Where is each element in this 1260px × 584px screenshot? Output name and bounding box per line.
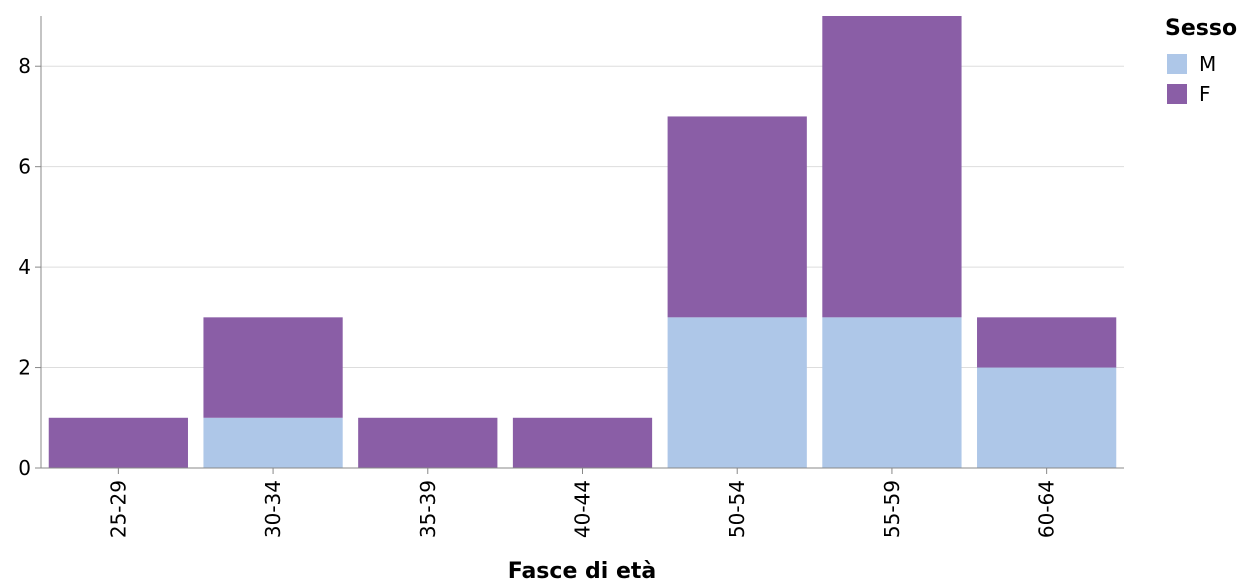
bar-segment-m bbox=[203, 417, 343, 468]
bar-segment-f bbox=[822, 16, 962, 318]
x-tick-label: 35-39 bbox=[416, 480, 440, 538]
x-axis-title: Fasce di età bbox=[508, 559, 657, 584]
x-tick-label: 60-64 bbox=[1035, 480, 1059, 538]
legend-swatch-f bbox=[1167, 84, 1187, 104]
y-tick-label: 4 bbox=[18, 255, 31, 279]
bar-segment-f bbox=[667, 116, 807, 318]
y-tick-label: 6 bbox=[18, 155, 31, 179]
bar-segment-f bbox=[358, 417, 498, 468]
bar-segment-m bbox=[977, 367, 1117, 468]
bar-segment-m bbox=[822, 317, 962, 468]
x-tick-label: 40-44 bbox=[571, 480, 595, 538]
x-tick-label: 55-59 bbox=[880, 480, 904, 538]
x-tick-label: 25-29 bbox=[106, 480, 130, 538]
x-tick-label: 50-54 bbox=[725, 480, 749, 538]
legend-title: Sesso bbox=[1165, 16, 1237, 41]
legend-swatch-m bbox=[1167, 54, 1187, 74]
y-tick-label: 8 bbox=[18, 54, 31, 78]
legend: Sesso MF bbox=[1165, 16, 1237, 106]
bars bbox=[48, 16, 1117, 468]
bar-segment-f bbox=[48, 417, 188, 468]
bar-segment-m bbox=[667, 317, 807, 468]
bar-segment-f bbox=[977, 317, 1117, 368]
y-tick-label: 0 bbox=[18, 456, 31, 480]
legend-label-m: M bbox=[1199, 52, 1216, 76]
x-tick-label: 30-34 bbox=[261, 480, 285, 538]
y-tick-label: 2 bbox=[18, 356, 31, 380]
bar-segment-f bbox=[512, 417, 653, 468]
legend-label-f: F bbox=[1199, 82, 1211, 106]
bar-segment-f bbox=[203, 317, 343, 418]
axes: 0 2 4 6 8 25-29 30-34 35-39 40-44 50-54 55-59 60-64 bbox=[18, 16, 1124, 538]
